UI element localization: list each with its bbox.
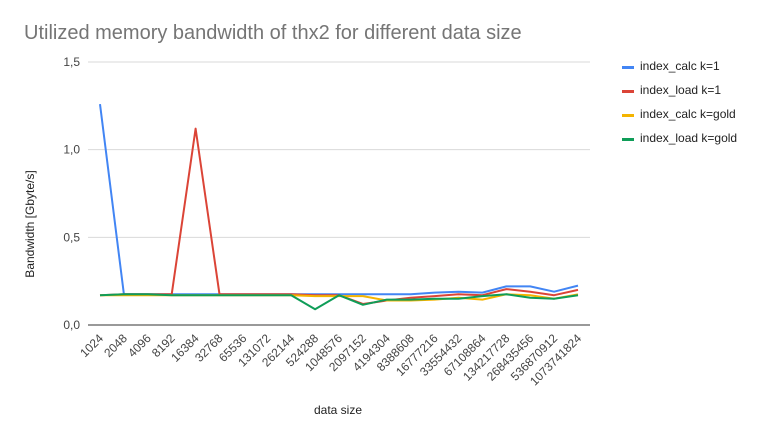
y-tick-label: 0,0 bbox=[63, 318, 80, 332]
x-axis-label: data size bbox=[314, 403, 362, 417]
legend-label: index_load k=gold bbox=[640, 131, 737, 145]
x-tick-label: 2048 bbox=[101, 331, 130, 360]
legend-label: index_load k=1 bbox=[640, 83, 721, 97]
series-line-4 bbox=[99, 293, 579, 311]
legend-swatch bbox=[622, 90, 634, 93]
series-line-2 bbox=[99, 127, 579, 305]
chart-title: Utilized memory bandwidth of thx2 for di… bbox=[24, 22, 522, 44]
legend-label: index_calc k=1 bbox=[640, 59, 720, 73]
x-axis-ticks: 1024204840968192163843276865536131072262… bbox=[77, 331, 584, 388]
series-lines bbox=[99, 103, 579, 311]
legend: index_calc k=1 index_load k=1 index_calc k… bbox=[622, 59, 737, 145]
x-tick-label: 1024 bbox=[77, 331, 106, 360]
y-tick-label: 1,5 bbox=[63, 55, 80, 69]
legend-swatch bbox=[622, 114, 634, 117]
series-line-1 bbox=[99, 103, 579, 296]
y-tick-label: 0,5 bbox=[63, 230, 80, 244]
y-axis-ticks: 0,0 0,5 1,0 1,5 bbox=[63, 55, 80, 332]
legend-swatch bbox=[622, 66, 634, 69]
y-tick-label: 1,0 bbox=[63, 143, 80, 157]
legend-swatch bbox=[622, 138, 634, 141]
x-tick-label: 4096 bbox=[125, 331, 154, 360]
legend-label: index_calc k=gold bbox=[640, 107, 736, 121]
y-axis-label: Bandwidth [Gbyte/s] bbox=[23, 170, 37, 277]
gridlines bbox=[88, 61, 590, 326]
